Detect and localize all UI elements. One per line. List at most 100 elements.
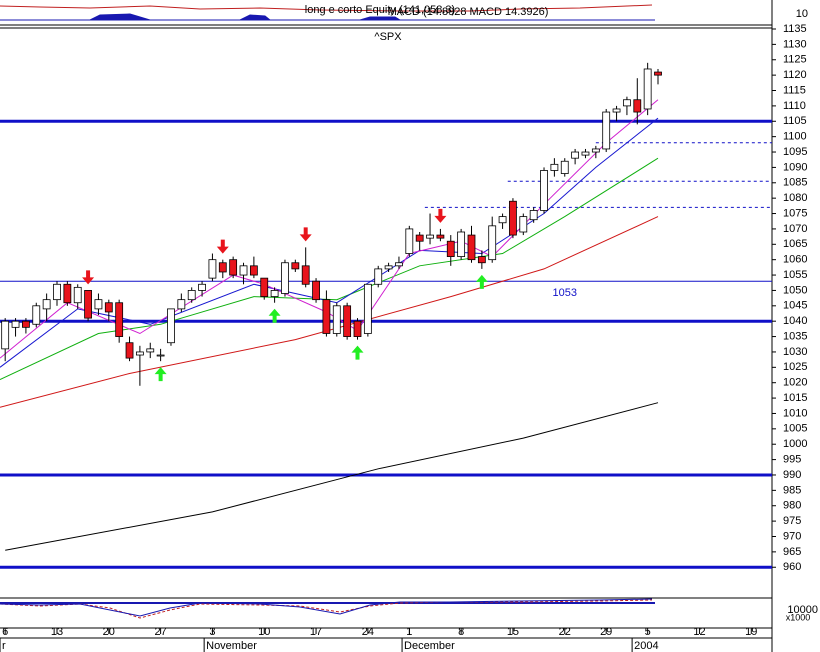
month-label: November [206,640,257,652]
candle-body [540,170,548,211]
y-tick-label: 980 [783,500,801,512]
y-tick-label: 1080 [783,192,807,204]
y-tick-label: 990 [783,469,801,481]
y-tick-label: 960 [783,561,801,573]
chart-title: ^SPX [374,31,402,43]
y-tick-label: 1025 [783,361,807,373]
month-label: December [404,640,455,652]
candle-body [249,265,258,276]
candle-body [446,240,455,257]
candle-body [260,277,269,297]
candle-body [94,299,103,310]
x-tick-label: 3 [209,626,215,638]
y-tick-label: 1095 [783,146,807,158]
y-tick-label: 1105 [783,115,807,127]
y-tick-label: 985 [783,484,801,496]
x-tick-label: 24 [362,626,374,638]
candle-body [591,148,600,153]
candle-body [42,299,51,310]
y-tick-label: 1010 [783,407,807,419]
candle-body [208,259,217,279]
candle-body [467,234,476,261]
candle-body [125,342,134,359]
candle-body [509,200,517,236]
candle-body [167,308,175,344]
x-tick-label: 15 [507,626,519,638]
sell-arrow [434,208,447,223]
support-label: 1053 [553,287,577,299]
candle-body [177,299,186,310]
candle-body [363,283,372,334]
candle-body [643,68,652,110]
candle-body [612,108,621,113]
x-tick-label: 5 [645,626,651,638]
month-label: r [2,640,6,652]
x-tick-label: 20 [103,626,115,638]
candle-body [146,348,155,353]
equity-line [0,4,653,12]
candle-body [488,225,497,261]
month-label: 2004 [634,640,658,652]
x-tick-label: 1 [406,626,412,638]
y-tick-label: 1035 [783,330,807,342]
candle-body [436,234,445,239]
equity-fill [89,13,401,21]
candle-body [623,99,631,107]
ma-line [5,402,659,551]
y-tick-label: 1020 [783,377,807,389]
candle-body [115,302,124,337]
y-tick-label: 1090 [783,161,807,173]
sell-arrow [299,227,312,242]
lower-title: MACD (14.8928 MACD 14.3926) [388,6,549,18]
candle-body [498,216,507,224]
y-tick-label: 1055 [783,269,807,281]
y-tick-label: 1050 [783,284,807,296]
y-tick-label: 1030 [783,346,807,358]
y-tick-label: 1065 [783,238,807,250]
lower-unit: x1000 [786,612,811,622]
candle-body [270,290,279,297]
y-tick-label: 1100 [783,131,807,143]
buy-arrow [475,274,488,289]
y-tick-label: 1125 [783,54,807,66]
candle-body [301,265,310,285]
y-tick-label: 1060 [783,254,807,266]
y-tick-label: 1015 [783,392,807,404]
x-tick-label: 10 [258,626,270,638]
y-tick-label: 1045 [783,300,807,312]
y-tick-label: 1135 [783,23,807,35]
candle-body [332,305,341,334]
y-tick-label: 1085 [783,177,807,189]
candle-body [73,286,82,304]
candle-body [457,231,466,258]
x-tick-label: 19 [745,626,757,638]
candle-body [322,299,331,334]
y-tick-label: 1040 [783,315,807,327]
upper-tick: 10 [796,8,808,20]
y-tick-label: 995 [783,454,801,466]
y-tick-label: 965 [783,546,801,558]
candle-body [395,262,403,267]
y-tick-label: 1120 [783,69,807,81]
candle-body [104,302,113,313]
candle-body [84,290,92,319]
y-tick-label: 1115 [783,84,806,96]
candle-body [405,228,414,254]
candle-body [343,305,352,337]
candle-body [581,151,590,156]
buy-arrow [351,345,364,360]
sell-arrow [216,239,229,254]
candle-body [53,283,61,301]
x-tick-label: 12 [693,626,705,638]
sell-arrow [82,270,95,285]
candle-body [156,354,165,357]
candle-body [11,320,20,328]
upper-title: long e corto Equity (141,058.3) [305,4,455,16]
candle-body [1,320,10,350]
candle-body [374,268,383,285]
candle-body [571,151,580,159]
candle-body [187,290,196,301]
candle-body [415,234,424,242]
candle-body [550,163,559,171]
